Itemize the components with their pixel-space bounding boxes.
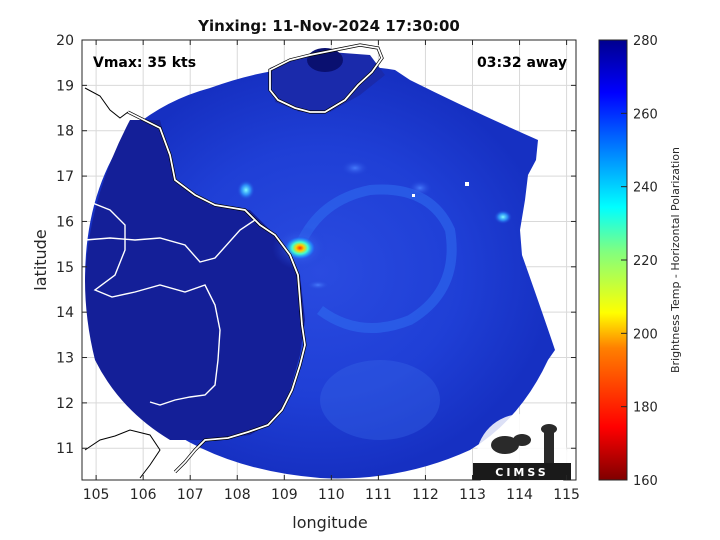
country-border-southwest: [84, 429, 161, 479]
plot-area: Vmax: 35 kts 03:32 away CIMSS: [81, 39, 577, 506]
brightness-temp-swath: [85, 48, 555, 479]
convection-cell-east: [494, 210, 512, 224]
y-tick-label: 20: [56, 33, 74, 49]
x-tick-label: 112: [412, 487, 439, 503]
convection-cell-south: [306, 280, 330, 290]
colorbar-tick-label: 160: [633, 474, 658, 489]
x-tick-label: 109: [271, 487, 298, 503]
colorbar-tick-label: 260: [633, 107, 658, 122]
country-border: [84, 199, 221, 406]
y-tick-label: 12: [56, 396, 74, 412]
coastline: [127, 111, 306, 473]
x-tick-label: 110: [318, 487, 345, 503]
cimss-logo: CIMSS: [473, 414, 571, 506]
x-tick-label: 105: [83, 487, 110, 503]
coastlines: [84, 43, 384, 479]
swath-dark-land: [85, 120, 305, 440]
colorbar-tick-label: 200: [633, 327, 658, 342]
x-tick-label: 106: [130, 487, 157, 503]
convection-cell-north: [408, 180, 432, 196]
spiral-band: [295, 184, 457, 333]
colorbar-ticks: 160 180 200 220 240 260 280: [621, 34, 658, 489]
x-tick-label: 108: [224, 487, 251, 503]
map-title: Yinxing: 11-Nov-2024 17:30:00: [197, 17, 460, 35]
southern-shield: [320, 360, 440, 440]
y-tick-label: 15: [56, 260, 74, 276]
colorbar: 160 180 200 220 240 260 280 Brightness Temp - …: [598, 34, 682, 489]
swath-dark-island: [270, 52, 385, 112]
y-axis-label: latitude: [31, 229, 50, 290]
x-tick-label: 115: [553, 487, 580, 503]
x-tick-label: 114: [506, 487, 533, 503]
x-tick-label: 107: [177, 487, 204, 503]
vmax-label: Vmax: 35 kts: [93, 55, 196, 71]
colorbar-label: Brightness Temp - Horizontal Polarizatio…: [669, 147, 682, 373]
logo-text: CIMSS: [495, 466, 548, 479]
country-border-west: [84, 87, 129, 119]
y-tick-label: 13: [56, 351, 74, 367]
plot-frame: [81, 39, 577, 481]
y-tick-label: 11: [56, 441, 74, 457]
x-axis-label: longitude: [292, 513, 367, 532]
missing-pixel: [465, 182, 469, 186]
colorbar-tick-label: 240: [633, 181, 658, 196]
y-tick-label: 19: [56, 78, 74, 94]
island-coastline: [269, 44, 384, 113]
x-axis: 105 106 107 108 109 110 111 112 113 114 115: [83, 40, 580, 503]
convection-cell-west: [237, 180, 255, 200]
country-border: [84, 219, 256, 263]
convection-cell-central: [341, 160, 369, 176]
deep-convection-core: [284, 236, 316, 260]
y-tick-label: 16: [56, 214, 74, 230]
time-away-label: 03:32 away: [477, 55, 567, 71]
y-tick-label: 14: [56, 305, 74, 321]
missing-pixel: [412, 194, 415, 197]
y-axis: 11 12 13 14 15 16 17 18 19 20: [56, 33, 576, 457]
y-tick-label: 18: [56, 124, 74, 140]
colorbar-tick-label: 280: [633, 34, 658, 49]
y-tick-label: 17: [56, 169, 74, 185]
colorbar-tick-label: 220: [633, 254, 658, 269]
colorbar-tick-label: 180: [633, 401, 658, 416]
x-tick-label: 113: [459, 487, 486, 503]
x-tick-label: 111: [365, 487, 392, 503]
